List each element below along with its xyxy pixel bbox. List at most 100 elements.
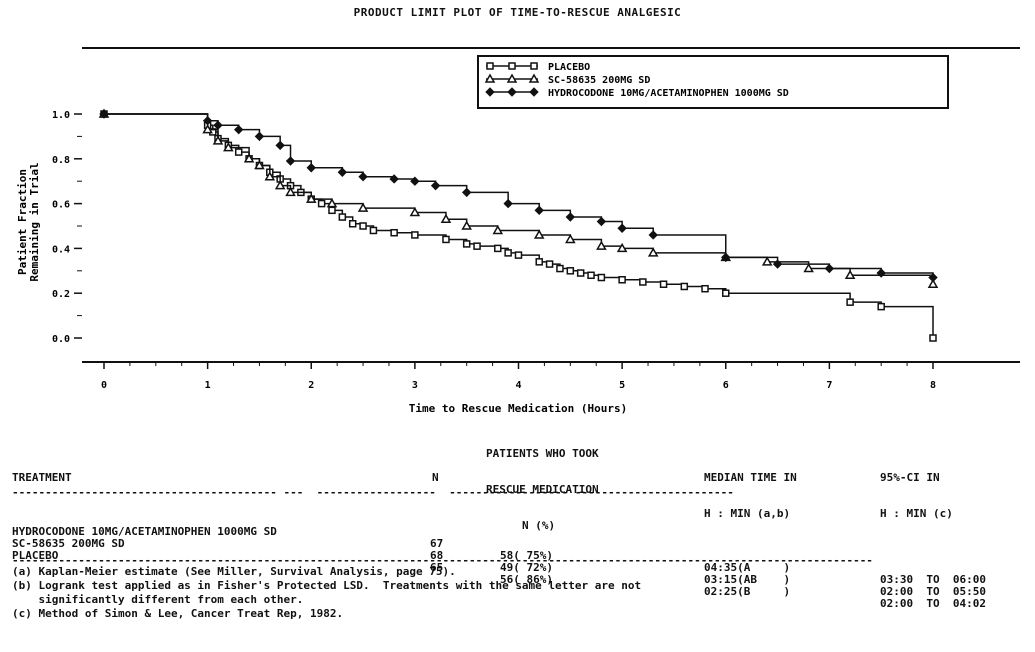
data-point [338,213,347,221]
data-point [877,302,885,311]
data-point [234,148,243,156]
data-point [264,171,276,181]
header-rescue-line3: N (%) [522,519,556,532]
data-point [461,187,472,198]
header-rescue-line1: PATIENTS WHO TOOK [486,447,599,460]
x-tick-label: 3 [412,380,418,391]
data-point [213,120,223,130]
data-point [306,163,316,173]
footnote-b-cont: significantly different from each other. [12,593,304,606]
legend-marker [485,87,495,97]
data-point [411,231,419,239]
data-point [254,160,265,170]
y-tick-label: 1.0 [52,110,70,121]
data-point [680,282,689,291]
legend-marker [486,62,494,70]
header-median-line2: H : MIN (a,b) [704,507,791,520]
data-point [285,156,296,166]
data-point [596,240,607,250]
legend-marker [529,87,539,97]
x-tick-label: 8 [930,380,936,391]
data-point [597,273,606,282]
table-row: SC-58635 200MG SD 68 49( 72%) 03:15(AB )… [12,526,1032,598]
data-point [616,242,628,253]
legend-marker [508,62,516,70]
cell-ci: 03:30 TO 06:00 [880,573,986,586]
data-point [275,140,285,151]
cell-n: 65 [430,561,444,574]
legend: PLACEBO SC-58635 200MG SD HYDROCODONE 10MG… [477,55,949,109]
data-point [492,224,504,235]
data-point [462,240,471,248]
legend-marker [506,73,518,83]
data-point [358,172,368,182]
data-point [326,198,338,208]
data-point [430,180,441,191]
data-point [357,202,369,212]
data-point [234,124,244,135]
x-tick-label: 7 [826,380,832,391]
header-ci-line2: H : MIN (c) [880,507,953,520]
data-point [359,222,367,230]
data-point [389,174,399,184]
data-point [442,235,450,244]
data-point [721,252,731,263]
data-point [212,135,224,145]
data-point [556,264,564,273]
header-n: N [432,471,439,484]
legend-marker [484,73,496,83]
data-point [305,193,317,203]
data-point [659,280,668,288]
data-point [928,272,938,283]
table-rule-top: ----------------------------------------… [12,486,734,499]
footnote-b: (b) Logrank test applied as in Fisher's … [12,579,642,592]
x-axis-label: Time to Rescue Medication (Hours) [409,402,628,415]
table-rule-bottom: ----------------------------------------… [12,554,873,567]
data-point [202,124,213,134]
y-tick-label: 0.2 [52,289,70,300]
data-point [243,153,255,163]
data-point [369,226,378,235]
table-header-rescue: PATIENTS WHO TOOK RESCUE MEDICATION N (%… [486,424,599,556]
footnote-c: (c) Method of Simon & Lee, Cancer Treat … [12,607,344,620]
data-point [876,268,886,278]
data-point [618,276,626,284]
x-tick-label: 6 [723,380,729,391]
data-point [504,249,512,257]
data-point [844,269,856,280]
data-point [461,220,472,230]
cell-treatment: HYDROCODONE 10MG/ACETAMINOPHEN 1000MG SD [12,525,277,538]
data-point [929,334,937,342]
table-row: PLACEBO 65 56( 86%) 02:25(B ) 02:00 TO 0… [12,538,1032,610]
y-axis-label-line1: Patient Fraction [16,169,29,275]
data-point [701,284,709,293]
data-point [317,199,326,208]
cell-ci: 02:00 TO 04:02 [880,597,986,610]
data-point [494,244,502,253]
legend-box [477,55,949,109]
cell-median: 04:35(A ) [704,561,791,574]
cell-n: 68 [430,549,444,562]
data-point [223,142,234,152]
data-point [533,229,545,239]
km-plot: Patient Fraction Remaining in Trial Time… [16,47,1020,415]
y-tick-label: 0.4 [52,244,70,255]
data-point [545,260,554,268]
legend-label: SC-58635 200MG SD [548,75,650,86]
table-header-median: MEDIAN TIME IN H : MIN (a,b) [704,448,797,544]
legend-marker [528,73,540,83]
cell-treatment: SC-58635 200MG SD [12,537,125,550]
y-axis-label-line2: Remaining in Trial [28,162,41,281]
data-point [410,176,420,186]
data-point [639,278,647,286]
data-point [722,289,730,297]
cell-median: 03:15(AB ) [704,573,791,586]
header-ci-line1: 95%-CI IN [880,471,940,484]
cell-rescue: 49( 72%) [500,561,553,574]
legend-label: HYDROCODONE 10MG/ACETAMINOPHEN 1000MG SD [548,88,789,99]
y-tick-label: 0.6 [52,200,70,211]
header-median-line1: MEDIAN TIME IN [704,471,797,484]
data-point [254,131,265,142]
data-point [576,269,585,277]
